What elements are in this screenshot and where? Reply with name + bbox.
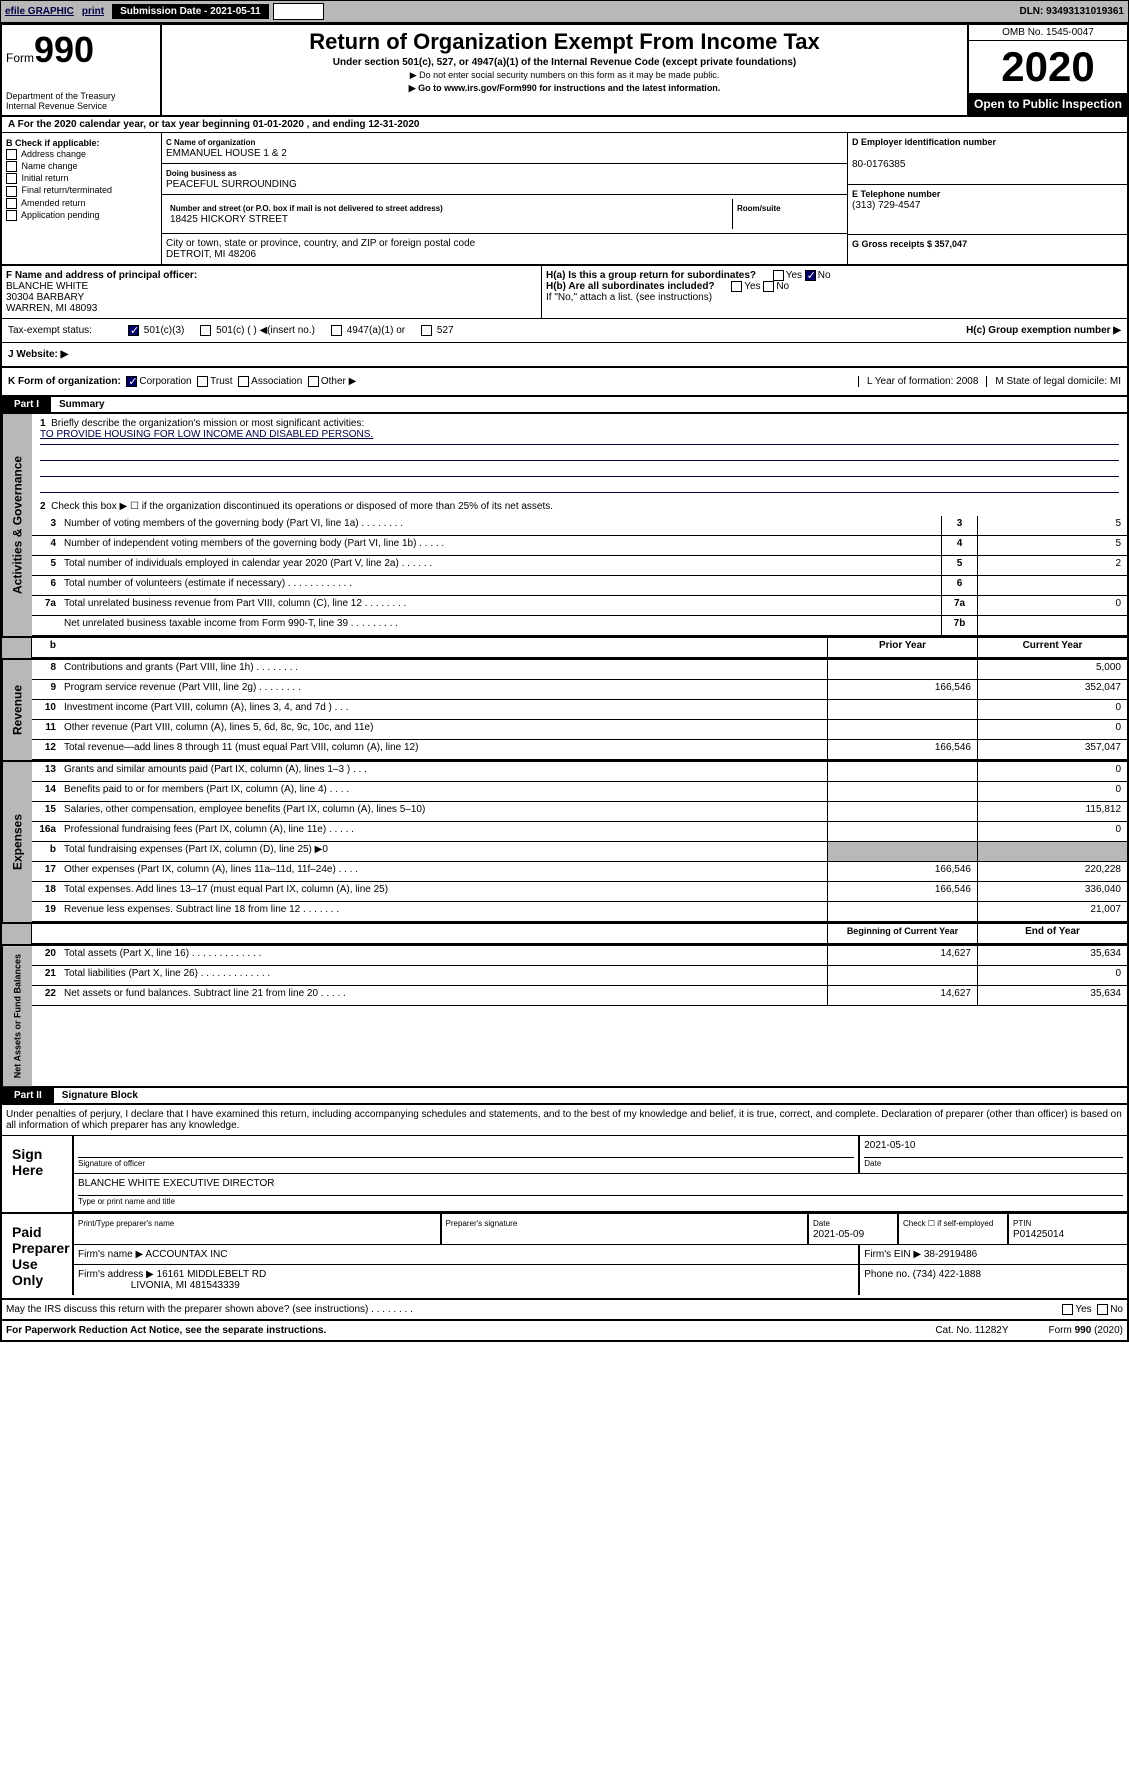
preparer-date: 2021-05-09 — [813, 1229, 864, 1240]
omb-number: OMB No. 1545-0047 — [969, 25, 1127, 41]
year-formation: L Year of formation: 2008 — [858, 376, 978, 387]
form-footer: Form 990 (2020) — [1049, 1325, 1123, 1336]
website-row: J Website: ▶ — [2, 343, 1127, 368]
org-name: EMMANUEL HOUSE 1 & 2 — [166, 148, 287, 159]
mission-text: TO PROVIDE HOUSING FOR LOW INCOME AND DI… — [40, 429, 1119, 445]
part2-header: Part II — [2, 1088, 54, 1103]
city-state-zip: DETROIT, MI 48206 — [166, 249, 256, 260]
paid-preparer-label: Paid Preparer Use Only — [2, 1214, 72, 1298]
501c3-checkbox[interactable] — [128, 325, 139, 336]
perjury-declaration: Under penalties of perjury, I declare th… — [2, 1105, 1127, 1136]
paperwork-notice: For Paperwork Reduction Act Notice, see … — [6, 1325, 326, 1336]
firm-address: 16161 MIDDLEBELT RD — [157, 1269, 267, 1280]
vtab-netassets: Net Assets or Fund Balances — [2, 946, 32, 1086]
officer-name-title: BLANCHE WHITE EXECUTIVE DIRECTOR — [78, 1178, 1123, 1196]
dept-label: Department of the Treasury Internal Reve… — [6, 91, 156, 111]
block-b: B Check if applicable: Address change Na… — [2, 133, 162, 264]
sign-here-label: Sign Here — [2, 1136, 72, 1212]
block-a: A For the 2020 calendar year, or tax yea… — [2, 117, 1127, 133]
form-title: Return of Organization Exempt From Incom… — [166, 29, 963, 55]
sign-date: 2021-05-10 — [864, 1140, 1123, 1158]
url-note: ▶ Go to www.irs.gov/Form990 for instruct… — [166, 83, 963, 94]
print-link[interactable]: print — [82, 6, 104, 17]
vtab-revenue: Revenue — [2, 660, 32, 760]
firm-phone: (734) 422-1888 — [913, 1269, 981, 1280]
tax-year: 2020 — [969, 41, 1127, 93]
ptin: P01425014 — [1013, 1229, 1064, 1240]
top-toolbar: efile GRAPHIC print Submission Date - 20… — [0, 0, 1129, 23]
dba: PEACEFUL SURROUNDING — [166, 179, 297, 190]
ssn-note: ▶ Do not enter social security numbers o… — [166, 70, 963, 81]
telephone: (313) 729-4547 — [852, 200, 920, 211]
cat-no: Cat. No. 11282Y — [935, 1325, 1008, 1336]
submission-date: Submission Date - 2021-05-11 — [112, 4, 269, 19]
state-domicile: M State of legal domicile: MI — [986, 376, 1121, 387]
form-id-box: Form990 Department of the Treasury Inter… — [2, 25, 162, 115]
firm-ein: 38-2919486 — [924, 1249, 977, 1260]
efile-link[interactable]: efile GRAPHIC — [5, 6, 74, 17]
gross-receipts: G Gross receipts $ 357,047 — [852, 239, 967, 249]
vtab-expenses: Expenses — [2, 762, 32, 922]
blank-box — [273, 3, 324, 20]
street-address: 18425 HICKORY STREET — [170, 214, 288, 225]
vtab-governance: Activities & Governance — [2, 414, 32, 636]
ein: 80-0176385 — [852, 159, 905, 170]
firm-name: ACCOUNTAX INC — [145, 1249, 227, 1260]
form-subtitle: Under section 501(c), 527, or 4947(a)(1)… — [166, 57, 963, 68]
officer-name: BLANCHE WHITE — [6, 281, 88, 292]
part1-header: Part I — [2, 397, 51, 412]
open-public: Open to Public Inspection — [969, 93, 1127, 115]
dln: DLN: 93493131019361 — [1019, 6, 1124, 17]
